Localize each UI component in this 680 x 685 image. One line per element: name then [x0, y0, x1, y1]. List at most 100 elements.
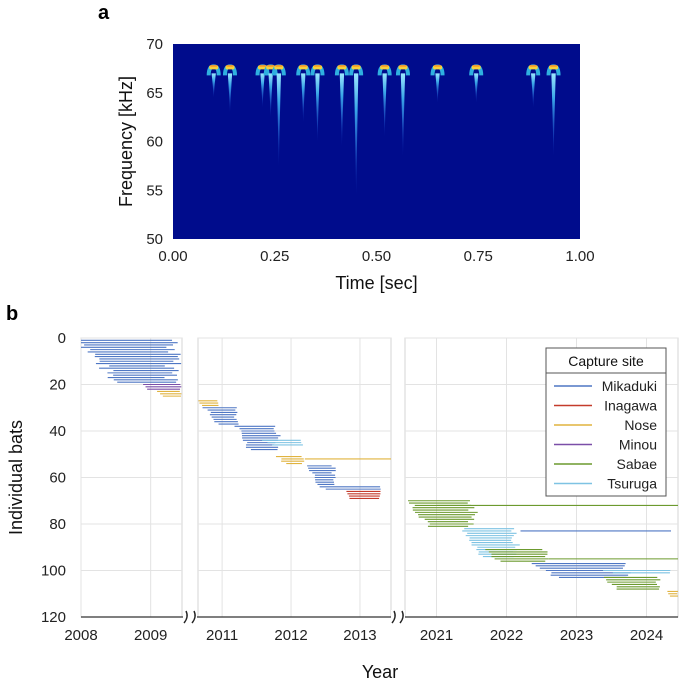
- echolocation-pulse: [430, 64, 445, 103]
- capture-timeline-panel: 2008 2009 2011 2012 2013 2021 2022 2023 2024 0 20 4…: [6, 330, 679, 682]
- pulse-sweep: [276, 73, 282, 166]
- echolocation-pulse: [222, 64, 237, 113]
- legend-entry-label: Tsuruga: [607, 476, 657, 492]
- pulse-sweep: [227, 73, 233, 113]
- panel-label-a: a: [98, 2, 110, 24]
- capture-group: [198, 400, 219, 406]
- y-tick-label: 20: [49, 377, 66, 394]
- legend-entry-label: Nose: [624, 417, 657, 433]
- legend-entry-label: Mikaduki: [602, 378, 657, 394]
- pulse-sweep: [382, 73, 387, 137]
- legend-entry-label: Inagawa: [604, 398, 657, 414]
- pulse-cf-core: [550, 64, 558, 67]
- x-tick-label: 0.50: [362, 248, 391, 265]
- pulse-cf-core: [472, 64, 480, 67]
- pulse-cf-core: [434, 64, 442, 67]
- x-tick-label: 2024: [630, 627, 663, 644]
- y-tick-label: 65: [146, 85, 163, 102]
- pulse-sweep: [315, 73, 320, 142]
- capture-group: [275, 456, 305, 465]
- capture-group: [307, 465, 336, 486]
- y-tick-label: 0: [58, 330, 66, 347]
- pulse-sweep: [260, 73, 265, 108]
- x-tick-label: 0.00: [158, 248, 187, 265]
- capture-group: [408, 500, 478, 527]
- y-axis-label: Individual bats: [6, 420, 26, 535]
- capture-group: [603, 576, 661, 590]
- echolocation-pulse: [271, 64, 286, 166]
- capture-group: [603, 569, 671, 574]
- x-tick-label: 2012: [274, 627, 307, 644]
- capture-group: [143, 383, 182, 390]
- echolocation-pulse: [526, 64, 541, 108]
- x-tick-label: 2022: [490, 627, 523, 644]
- legend-entry-label: Sabae: [617, 456, 658, 472]
- x-tick-label: 0.25: [260, 248, 289, 265]
- pulse-sweep: [353, 73, 359, 196]
- spectrogram-panel: 0.00 0.25 0.50 0.75 1.00 50 55 60 65 70 Time [sec]…: [116, 36, 595, 293]
- capture-group: [202, 407, 239, 425]
- axis-break-stroke: [191, 610, 196, 624]
- pulse-sweep: [301, 73, 306, 122]
- axis-break-marker: [391, 610, 405, 624]
- y-tick-label: 120: [41, 609, 66, 626]
- x-tick-label: 2023: [560, 627, 593, 644]
- pulse-sweep: [474, 73, 479, 103]
- pulse-cf-core: [226, 64, 234, 67]
- legend: Capture site Mikaduki Inagawa Nose Minou Saba…: [545, 347, 667, 497]
- y-tick-label: 80: [49, 516, 66, 533]
- echolocation-pulse: [310, 64, 325, 142]
- echolocation-pulse: [296, 64, 311, 122]
- capture-group: [667, 590, 678, 597]
- pulse-cf-core: [381, 64, 389, 67]
- pulse-sweep: [435, 73, 440, 103]
- capture-group: [485, 549, 549, 562]
- capture-group: [531, 562, 631, 579]
- pulse-cf-core: [267, 64, 275, 67]
- pulse-cf-core: [210, 64, 218, 67]
- echolocation-pulse: [206, 64, 221, 98]
- pulse-cf-core: [275, 64, 283, 67]
- x-axis-label: Year: [362, 662, 398, 682]
- legend-entry-label: Minou: [619, 437, 657, 453]
- x-tick-label: 2008: [64, 627, 97, 644]
- pulse-sweep: [530, 73, 536, 108]
- axis-segment: 2011 2012 2013: [197, 337, 392, 644]
- x-tick-label: 0.75: [464, 248, 493, 265]
- pulse-sweep: [211, 73, 216, 98]
- x-tick-label: 2011: [206, 627, 238, 644]
- x-tick-label: 2013: [343, 627, 376, 644]
- y-tick-label: 50: [146, 231, 163, 248]
- echolocation-pulse: [349, 64, 364, 196]
- y-tick-label: 40: [49, 423, 66, 440]
- echolocation-pulse: [469, 64, 484, 103]
- capture-group: [234, 425, 281, 451]
- pulse-sweep: [400, 73, 406, 157]
- y-tick-label: 70: [146, 36, 163, 53]
- capture-group: [81, 339, 182, 383]
- pulse-cf-core: [259, 64, 267, 67]
- axis-break-stroke: [399, 610, 404, 624]
- y-tick-label: 60: [146, 134, 163, 151]
- echolocation-pulse: [546, 64, 561, 157]
- axis-break-stroke: [183, 610, 188, 624]
- pulse-cf-core: [352, 64, 360, 67]
- pulse-cf-core: [313, 64, 321, 67]
- pulse-sweep: [268, 73, 273, 118]
- spectrogram-background: [173, 44, 580, 239]
- echolocation-pulse: [395, 64, 410, 157]
- x-tick-label: 2009: [134, 627, 167, 644]
- y-tick-label: 60: [49, 470, 66, 487]
- pulse-sweep: [339, 73, 345, 147]
- capture-group: [262, 439, 303, 446]
- y-axis-label: Frequency [kHz]: [116, 76, 136, 207]
- x-tick-label: 1.00: [565, 248, 594, 265]
- y-tick-label: 55: [146, 182, 163, 199]
- x-axis-label: Time [sec]: [335, 273, 417, 293]
- x-tick-label: 2021: [420, 627, 453, 644]
- capture-group: [157, 390, 182, 397]
- pulse-cf-core: [529, 64, 537, 67]
- axis-break-marker: [183, 610, 197, 624]
- capture-group: [346, 490, 381, 499]
